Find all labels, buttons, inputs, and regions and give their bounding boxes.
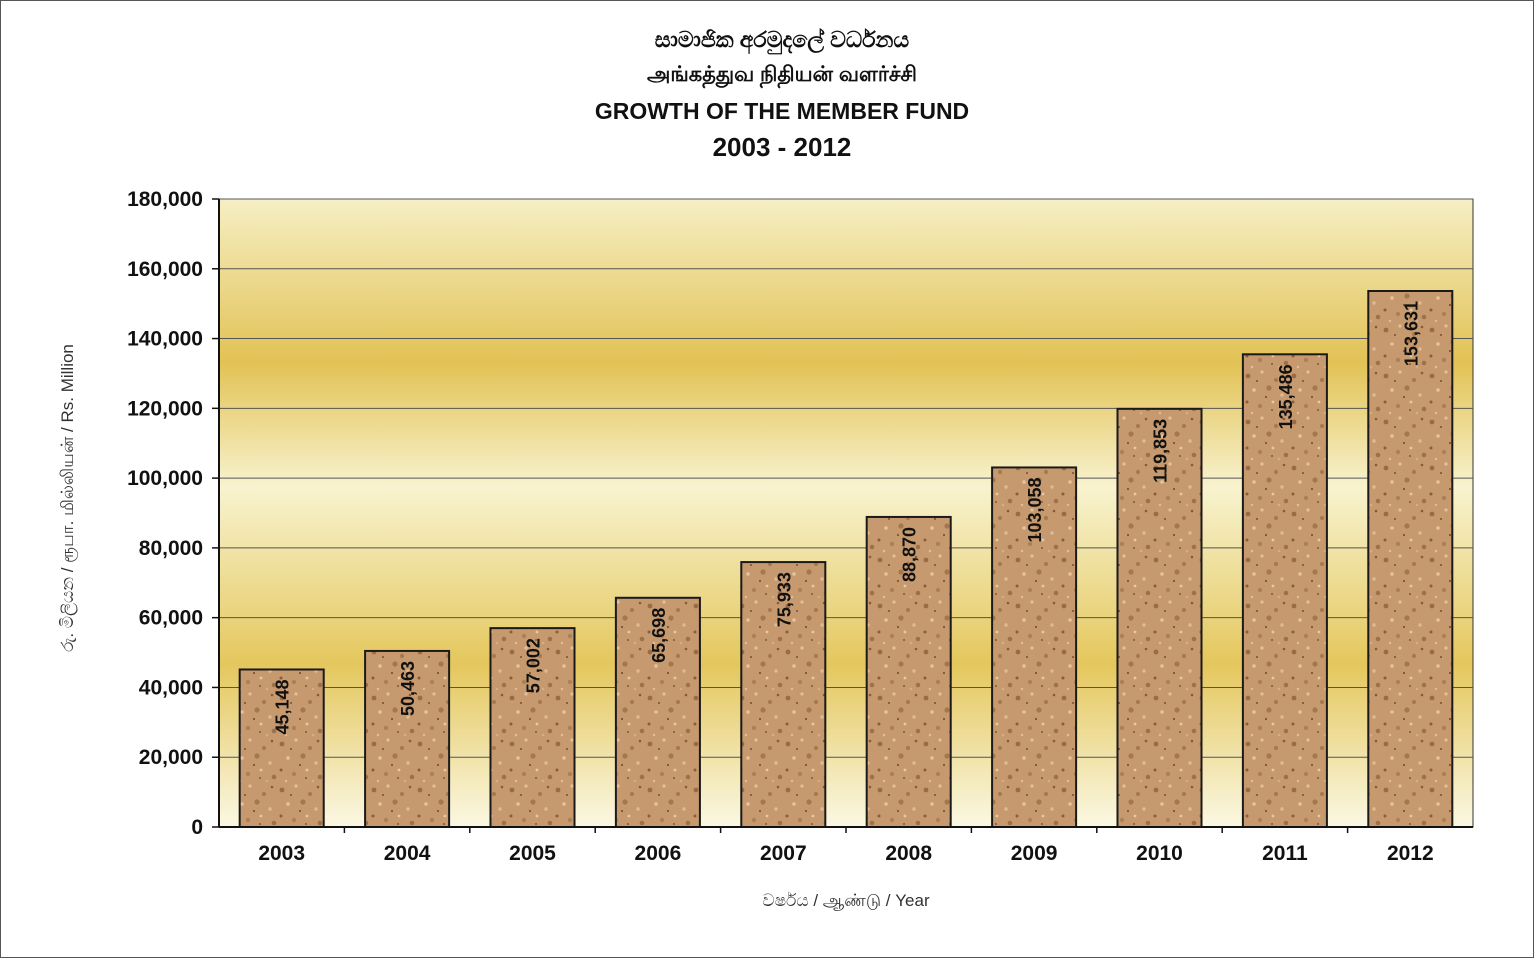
bar-2008 — [865, 515, 952, 828]
x-tick-label: 2011 — [1262, 842, 1308, 865]
y-tick-label: 40,000 — [139, 676, 203, 699]
data-label: 135,486 — [1276, 364, 1296, 429]
x-tick-labels: 2003 2004 2005 2006 2007 2008 2009 2010 2011 2012 — [258, 842, 1433, 865]
y-tick-label: 180,000 — [127, 188, 203, 211]
bar-2007 — [740, 561, 827, 828]
data-label: 75,933 — [774, 572, 794, 627]
y-tick-label: 20,000 — [139, 746, 203, 769]
data-label: 153,631 — [1401, 301, 1421, 366]
x-tick-label: 2012 — [1387, 842, 1434, 865]
x-tick-label: 2009 — [1011, 842, 1058, 865]
y-tick-label: 120,000 — [127, 397, 203, 420]
axes — [212, 198, 1473, 833]
y-tick-label: 60,000 — [139, 607, 203, 630]
data-label: 103,058 — [1025, 477, 1045, 542]
y-tick-label: 160,000 — [127, 258, 203, 281]
x-tick-label: 2010 — [1136, 842, 1183, 865]
x-tick-label: 2008 — [885, 842, 932, 865]
data-label: 65,698 — [649, 608, 669, 663]
data-label: 50,463 — [398, 661, 418, 716]
x-tick-label: 2003 — [258, 842, 305, 865]
y-tick-label: 0 — [191, 816, 203, 839]
bars — [238, 289, 1454, 829]
y-axis-label: රු. මිලියන / ரூபா. மில்லியன் / Rs. Milli… — [58, 344, 78, 652]
data-labels: 45,148 50,463 57,002 65,698 75,933 88,870 103,… — [273, 301, 1422, 735]
data-label: 57,002 — [524, 638, 544, 693]
chart-title-sinhala: සාමාජික අරමුදලේ වර්ධනය — [655, 27, 910, 55]
x-tick-label: 2005 — [509, 842, 556, 865]
bar-2011 — [1241, 353, 1328, 828]
data-label: 45,148 — [273, 679, 293, 734]
x-tick-label: 2006 — [635, 842, 682, 865]
x-tick-label: 2004 — [384, 842, 431, 865]
bar-2009 — [991, 466, 1078, 828]
y-tick-label: 100,000 — [127, 467, 203, 490]
bar-2012 — [1367, 289, 1454, 828]
y-tick-label: 80,000 — [139, 537, 203, 560]
chart-title-tamil: அங்கத்துவ நிதியன் வளர்ச்சி — [647, 63, 917, 89]
x-axis-label: වර්ෂය / ஆண்டு / Year — [762, 891, 930, 910]
bar-2010 — [1116, 407, 1203, 828]
y-tick-labels: 0 20,000 40,000 60,000 80,000 100,000 120,000 1… — [127, 188, 203, 839]
y-tick-label: 140,000 — [127, 328, 203, 351]
chart-title-english: GROWTH OF THE MEMBER FUND — [595, 98, 969, 124]
data-label: 119,853 — [1151, 419, 1171, 483]
data-label: 88,870 — [900, 527, 920, 582]
chart-title-years: 2003 - 2012 — [713, 132, 852, 162]
x-tick-label: 2007 — [760, 842, 807, 865]
